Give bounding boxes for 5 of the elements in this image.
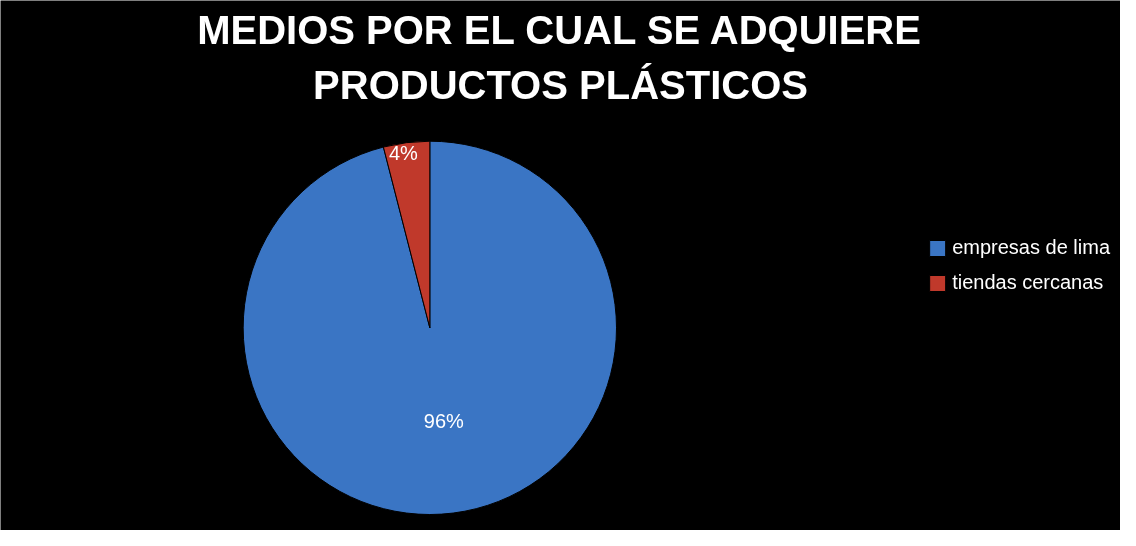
chart-title: MEDIOS POR EL CUAL SE ADQUIERE PRODUCTOS PLÁSTICOS xyxy=(197,8,921,108)
data-label: 96% xyxy=(423,409,465,432)
data-label: 4% xyxy=(388,142,419,165)
legend-label: empresas de lima xyxy=(952,236,1110,259)
legend-label: tiendas cercanas xyxy=(952,271,1104,294)
